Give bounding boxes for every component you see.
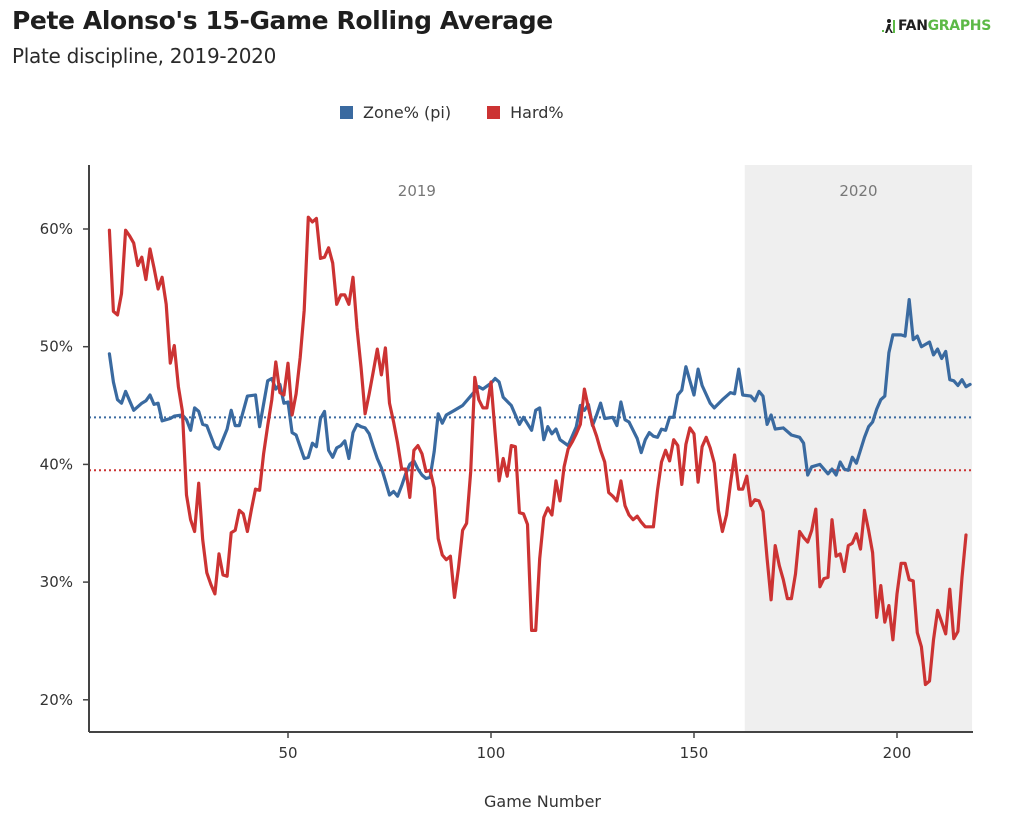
x-tick-label: 200 [883, 744, 912, 762]
legend-swatch-hard [487, 106, 501, 119]
legend-item-hard: Hard% [487, 103, 564, 122]
batter-icon [882, 19, 895, 33]
y-tick-label: 20% [40, 691, 73, 709]
legend-label-zone: Zone% (pi) [363, 103, 452, 122]
x-tick-label: 150 [680, 744, 709, 762]
logo-text-graphs: GRAPHS [927, 18, 992, 34]
chart-subtitle: Plate discipline, 2019-2020 [12, 44, 277, 68]
x-axis-title: Game Number [484, 792, 601, 811]
region-2020-shade [744, 165, 973, 732]
x-tick-label: 100 [477, 744, 506, 762]
y-tick-label: 60% [40, 220, 73, 238]
y-tick-label: 30% [40, 573, 73, 591]
legend-swatch-zone [340, 106, 353, 119]
x-tick-label: 50 [278, 744, 297, 762]
region-label-2019: 2019 [398, 182, 436, 200]
series-line-zone [107, 298, 972, 498]
legend-label-hard: Hard% [510, 103, 564, 122]
legend: Zone% (pi) Hard% [340, 103, 600, 122]
chart-title: Pete Alonso's 15-Game Rolling Average [12, 6, 553, 35]
series-line-hard [107, 215, 968, 687]
legend-item-zone: Zone% (pi) [340, 103, 451, 122]
y-tick-label: 50% [40, 338, 73, 356]
y-tick-label: 40% [40, 455, 73, 473]
series-lines [107, 215, 972, 687]
logo-text-fan: FAN [898, 18, 928, 34]
fangraphs-logo: FAN GRAPHS [882, 18, 991, 34]
axes: 20% 30% 40% 50% 60% 50 100 150 200 [40, 165, 973, 762]
region-label-2020: 2020 [839, 182, 877, 200]
